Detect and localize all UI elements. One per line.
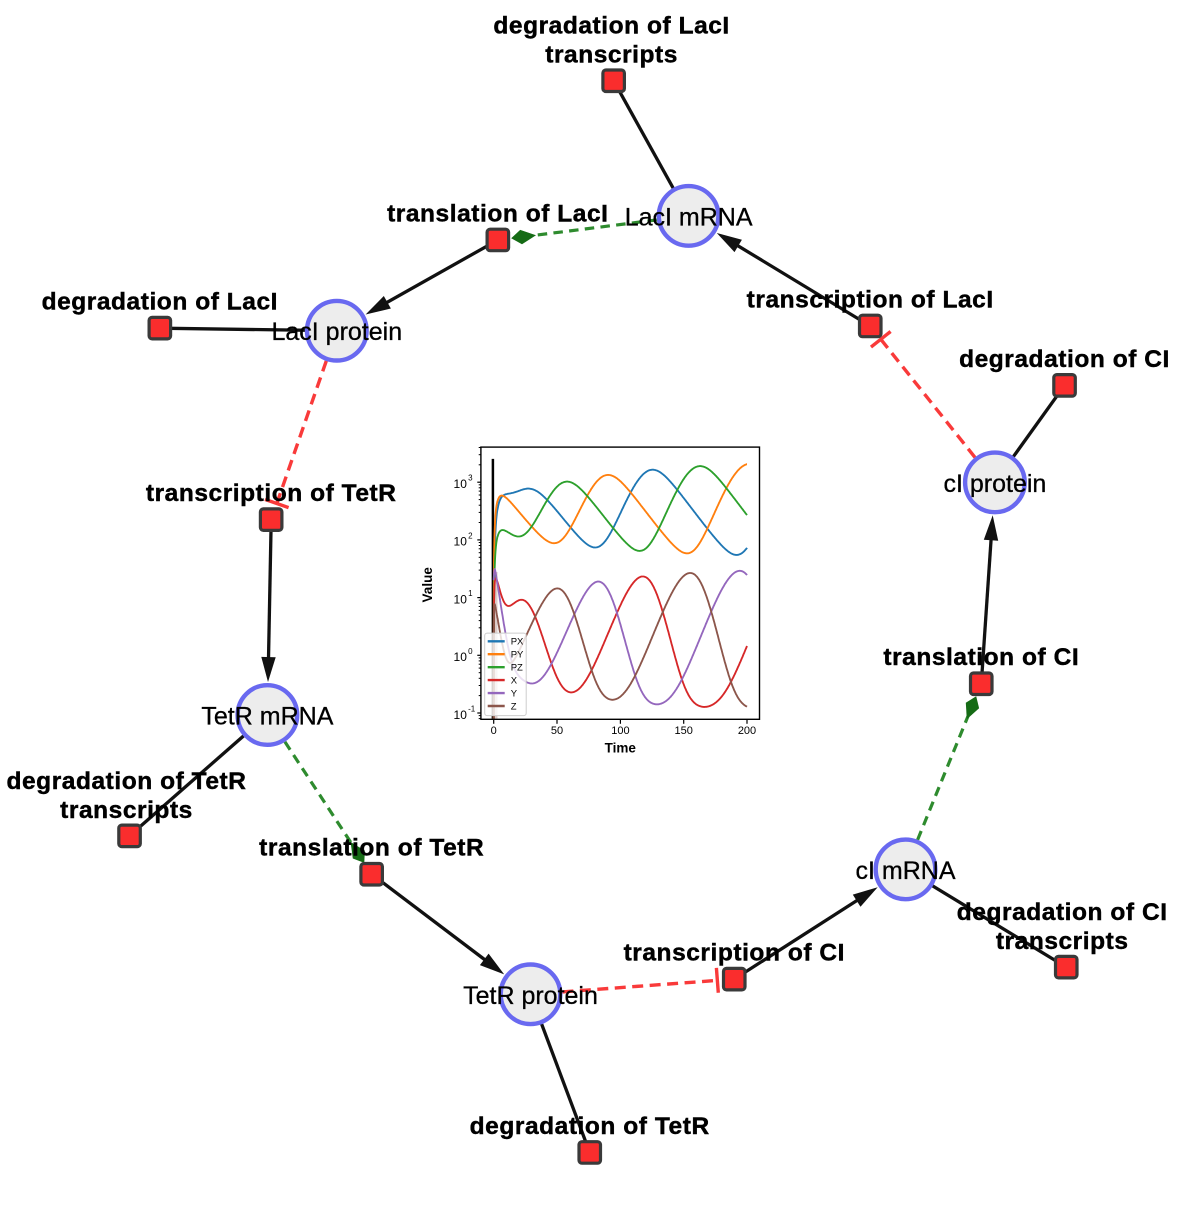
svg-text:transcription of CI: transcription of CI — [624, 940, 845, 967]
svg-text:transcription of LacI: transcription of LacI — [747, 287, 994, 314]
svg-text:0: 0 — [491, 725, 497, 737]
svg-text:10: 10 — [454, 708, 468, 722]
svg-text:PZ: PZ — [511, 663, 523, 674]
svg-text:degradation of CI: degradation of CI — [957, 899, 1168, 926]
svg-text:cI mRNA: cI mRNA — [856, 857, 956, 885]
svg-text:translation of LacI: translation of LacI — [387, 201, 608, 228]
svg-text:10: 10 — [454, 535, 468, 549]
svg-text:TetR mRNA: TetR mRNA — [201, 703, 333, 731]
svg-text:PY: PY — [511, 650, 524, 661]
svg-text:50: 50 — [551, 725, 563, 737]
svg-text:degradation of TetR: degradation of TetR — [6, 768, 246, 795]
svg-text:2: 2 — [468, 531, 473, 540]
svg-text:TetR protein: TetR protein — [463, 982, 598, 1010]
svg-text:Z: Z — [511, 701, 517, 712]
svg-text:translation of CI: translation of CI — [883, 644, 1079, 671]
svg-text:Y: Y — [511, 688, 518, 699]
svg-text:PX: PX — [511, 637, 524, 648]
svg-text:translation of TetR: translation of TetR — [259, 835, 484, 862]
svg-text:10: 10 — [454, 650, 468, 664]
svg-text:LacI mRNA: LacI mRNA — [625, 203, 753, 231]
svg-text:degradation of LacI: degradation of LacI — [493, 13, 729, 40]
svg-text:cI protein: cI protein — [943, 470, 1046, 498]
svg-text:Time: Time — [605, 741, 637, 756]
svg-text:-1: -1 — [468, 705, 476, 714]
svg-text:200: 200 — [738, 725, 756, 737]
svg-text:10: 10 — [454, 477, 468, 491]
svg-text:degradation of LacI: degradation of LacI — [42, 289, 278, 316]
svg-text:10: 10 — [454, 592, 468, 606]
svg-text:X: X — [511, 675, 518, 686]
svg-text:degradation of CI: degradation of CI — [959, 346, 1170, 373]
svg-text:0: 0 — [468, 647, 473, 656]
svg-text:LacI protein: LacI protein — [271, 318, 402, 346]
svg-text:transcription of TetR: transcription of TetR — [146, 480, 397, 507]
svg-text:Value: Value — [420, 567, 435, 603]
svg-text:3: 3 — [468, 474, 473, 483]
svg-text:150: 150 — [675, 725, 693, 737]
svg-text:degradation of TetR: degradation of TetR — [470, 1113, 710, 1140]
svg-text:1: 1 — [468, 589, 473, 598]
svg-text:transcripts: transcripts — [545, 42, 678, 69]
svg-text:transcripts: transcripts — [996, 928, 1129, 955]
svg-text:100: 100 — [611, 725, 629, 737]
svg-text:transcripts: transcripts — [60, 797, 193, 824]
